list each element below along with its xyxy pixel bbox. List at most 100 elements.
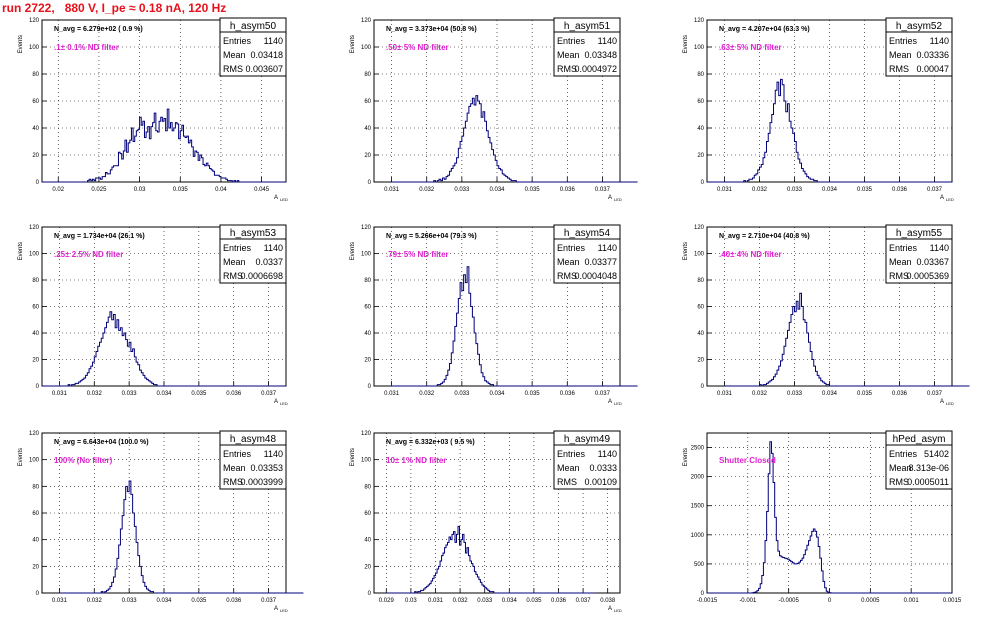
stats-value: 1140 xyxy=(264,449,283,459)
x-axis-label: A xyxy=(940,195,944,201)
stats-key: RMS xyxy=(557,271,577,281)
y-tick-label: 80 xyxy=(32,72,39,78)
stats-key: Mean xyxy=(889,463,912,473)
stats-key: RMS xyxy=(223,271,243,281)
x-tick-label: 0.036 xyxy=(560,187,576,193)
stats-title: h_asym50 xyxy=(230,21,277,32)
y-tick-label: 2000 xyxy=(691,475,705,481)
x-tick-label: 0 xyxy=(828,598,832,604)
x-tick-label: 0.037 xyxy=(927,391,943,397)
x-tick-label: 0.036 xyxy=(892,391,908,397)
stats-value: 1140 xyxy=(930,243,949,253)
x-tick-label: 0.034 xyxy=(822,391,838,397)
y-tick-label: 100 xyxy=(29,458,40,464)
x-tick-label: 0.036 xyxy=(892,187,908,193)
stats-title: hPed_asym xyxy=(893,434,946,445)
y-tick-label: 20 xyxy=(32,358,39,364)
histogram-series xyxy=(386,525,596,594)
y-tick-label: 60 xyxy=(32,511,39,517)
y-tick-label: 100 xyxy=(29,252,40,258)
y-tick-label: 60 xyxy=(32,305,39,311)
stats-key: RMS xyxy=(223,477,243,487)
x-tick-label: 0.036 xyxy=(226,598,242,604)
x-tick-label: 0.031 xyxy=(52,598,68,604)
stats-value: 0.0337 xyxy=(255,257,283,267)
y-tick-label: 1500 xyxy=(691,504,705,510)
x-tick-label: 0.033 xyxy=(122,391,138,397)
stats-value: 0.0333 xyxy=(589,463,617,473)
y-tick-label: 100 xyxy=(694,252,705,258)
stats-key: Mean xyxy=(223,50,246,60)
stats-title: h_asym52 xyxy=(896,21,943,32)
panel-h_asym49: 0.029 0.03 0.031 0.032 0.033 0.034 0.035 0.036 0… xyxy=(350,430,622,613)
stats-key: Mean xyxy=(557,257,580,267)
y-tick-label: 120 xyxy=(694,18,705,24)
y-axis-label: Events xyxy=(683,242,689,260)
stats-value: 1140 xyxy=(264,243,283,253)
stats-value: 0.03367 xyxy=(916,257,949,267)
y-tick-label: 60 xyxy=(364,305,371,311)
y-axis-label: Events xyxy=(18,448,24,466)
x-tick-label: 0.035 xyxy=(191,391,207,397)
y-tick-label: 60 xyxy=(364,511,371,517)
y-tick-label: 120 xyxy=(29,18,40,24)
histogram-series xyxy=(42,311,286,387)
y-axis-label: Events xyxy=(683,35,689,53)
stats-value: 1140 xyxy=(930,36,949,46)
x-tick-label: -0.001 xyxy=(739,598,757,604)
x-axis-label-sub: LED xyxy=(614,608,622,613)
x-tick-label: 0.031 xyxy=(52,391,68,397)
x-tick-label: 0.033 xyxy=(454,391,470,397)
y-tick-label: 0 xyxy=(701,384,705,390)
stats-title: h_asym55 xyxy=(896,228,943,239)
stats-box xyxy=(219,430,287,490)
y-tick-label: 20 xyxy=(32,153,39,159)
x-tick-label: 0.037 xyxy=(576,598,592,604)
histogram-series xyxy=(59,480,304,594)
x-tick-label: 0.032 xyxy=(752,187,768,193)
navg-label: N_avg = 6.279e+02 ( 0.9 %) xyxy=(54,26,143,33)
x-axis-label-sub: LED xyxy=(946,401,954,406)
x-axis-label-sub: LED xyxy=(946,197,954,202)
x-axis-label-sub: LED xyxy=(614,401,622,406)
stats-key: Entries xyxy=(223,36,252,46)
x-axis-label-sub: LED xyxy=(280,401,288,406)
stats-value: 0.03348 xyxy=(584,50,617,60)
y-tick-label: 100 xyxy=(29,45,40,51)
stats-box xyxy=(553,430,621,490)
histogram-series xyxy=(391,266,638,387)
y-tick-label: 0 xyxy=(368,180,372,186)
x-tick-label: -0.0005 xyxy=(778,598,799,604)
y-tick-label: 0 xyxy=(701,591,705,597)
panel-h_asym53: 0.031 0.032 0.033 0.034 0.035 0.036 0.037 0 20 40… xyxy=(18,224,288,406)
histogram-series xyxy=(42,108,286,183)
stats-box xyxy=(885,224,953,284)
x-tick-label: 0.03 xyxy=(134,187,146,193)
filter-annotation: .40± 4% ND filter xyxy=(719,250,782,259)
x-tick-label: 0.037 xyxy=(595,187,611,193)
x-tick-label: 0.035 xyxy=(526,598,542,604)
navg-label: N_avg = 2.710e+04 (40.8 %) xyxy=(719,233,810,240)
x-tick-label: 0.032 xyxy=(419,391,435,397)
stats-value: 1140 xyxy=(598,243,617,253)
y-tick-label: 100 xyxy=(361,252,372,258)
navg-label: N_avg = 6.332e+03 ( 9.5 %) xyxy=(386,439,475,446)
x-tick-label: -0.0015 xyxy=(697,598,718,604)
x-axis-label: A xyxy=(608,399,612,405)
y-tick-label: 120 xyxy=(361,431,372,437)
x-tick-label: 0.032 xyxy=(453,598,469,604)
stats-box xyxy=(885,430,953,490)
stats-key: Mean xyxy=(223,257,246,267)
y-tick-label: 60 xyxy=(697,99,704,105)
x-axis-label: A xyxy=(608,606,612,612)
x-tick-label: 0.036 xyxy=(226,391,242,397)
x-tick-label: 0.035 xyxy=(525,391,541,397)
x-tick-label: 0.033 xyxy=(787,187,803,193)
x-tick-label: 0.034 xyxy=(489,187,505,193)
stats-key: Mean xyxy=(223,463,246,473)
stats-title: h_asym49 xyxy=(564,434,611,445)
y-tick-label: 1000 xyxy=(691,533,705,539)
stats-value: 0.0004972 xyxy=(574,64,617,74)
